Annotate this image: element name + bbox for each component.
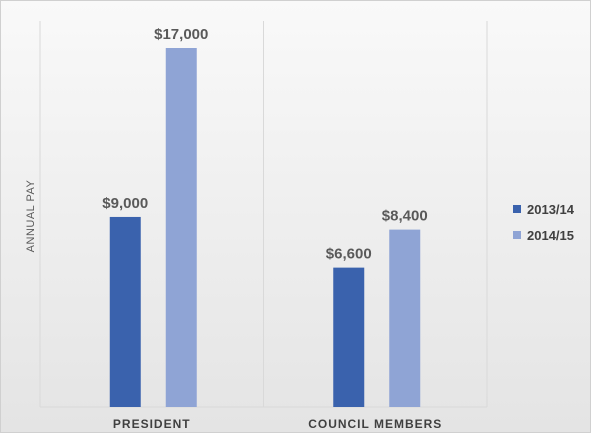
legend-label-2014-15: 2014/15 <box>527 227 574 243</box>
legend-swatch-2013-14 <box>513 205 521 213</box>
data-label: $6,600 <box>326 246 372 263</box>
y-axis-label: ANNUAL PAY <box>25 179 37 253</box>
legend-label-2013-14: 2013/14 <box>527 201 574 217</box>
legend-item-2014-15: 2014/15 <box>513 222 574 248</box>
data-label: $17,000 <box>154 26 208 43</box>
bar-president-2013-14 <box>109 216 141 407</box>
bar-president-2014-15 <box>165 48 197 407</box>
x-tick-label: PRESIDENT <box>113 417 191 431</box>
legend-item-2013-14: 2013/14 <box>513 196 574 222</box>
data-label: $9,000 <box>102 195 148 212</box>
legend-swatch-2014-15 <box>513 231 521 239</box>
bar-council-members-2014-15 <box>389 229 421 407</box>
x-tick-label: COUNCIL MEMBERS <box>308 417 442 431</box>
legend: 2013/14 2014/15 <box>513 196 574 248</box>
bar-council-members-2013-14 <box>333 267 365 407</box>
data-label: $8,400 <box>382 208 428 225</box>
